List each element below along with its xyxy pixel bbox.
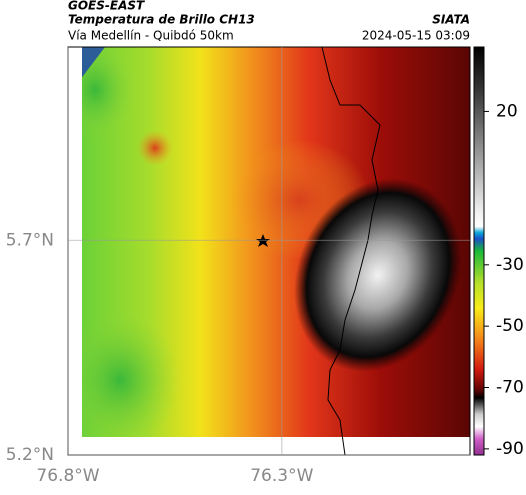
colorbar-tick-label: -50 bbox=[496, 316, 524, 336]
lon-tick-label: 76.3°W bbox=[250, 466, 313, 486]
lat-tick-label: 5.7°N bbox=[6, 230, 54, 250]
colorbar bbox=[473, 46, 485, 456]
brightness-temperature-field bbox=[68, 47, 470, 455]
title: Temperatura de Brillo CH13 bbox=[68, 13, 255, 27]
colorbar-tick-label: -90 bbox=[496, 439, 524, 459]
lat-tick-label: 5.2°N bbox=[6, 445, 54, 465]
lon-tick-label: 76.8°W bbox=[36, 466, 99, 486]
colorbar-tick-label: -70 bbox=[496, 378, 524, 398]
colorbar-tick-label: -30 bbox=[496, 255, 524, 275]
subtitle: Vía Medellín - Quibdó 50km bbox=[68, 29, 234, 43]
source: GOES-EAST bbox=[68, 0, 145, 13]
colorbar-tick-label: 20 bbox=[496, 101, 518, 121]
timestamp: 2024-05-15 03:09 bbox=[362, 29, 470, 43]
agency: SIATA bbox=[432, 13, 470, 27]
